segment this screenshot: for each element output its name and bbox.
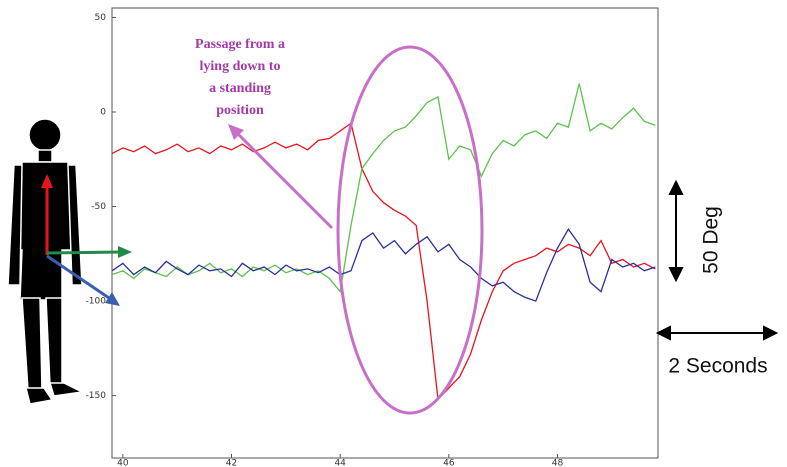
arrow-head — [228, 124, 244, 140]
x-tick-label: 44 — [334, 459, 346, 467]
y-tick-label: 50 — [95, 13, 107, 23]
y-tick-label: -100 — [86, 297, 107, 307]
x-tick-label: 42 — [226, 459, 237, 467]
x-tick-label: 40 — [117, 459, 129, 467]
annotation: Passage from a lying down to a standing pos… — [195, 37, 285, 118]
annotation-line: position — [216, 103, 264, 118]
scale-bars — [655, 179, 779, 341]
y-tick-label: -150 — [86, 391, 107, 401]
y-tick-label: 0 — [100, 107, 106, 117]
series-line — [111, 83, 656, 294]
annotation-line: a standing — [209, 81, 271, 96]
axes-arrows — [41, 174, 132, 306]
x-tick-label: 46 — [443, 459, 455, 467]
human-figure — [7, 118, 85, 405]
x-tick-label: 48 — [552, 459, 564, 467]
annotation-line: Passage from a — [195, 37, 285, 52]
annotation-line: lying down to — [200, 59, 281, 74]
annotation-arrow — [234, 130, 334, 230]
scale-x-label: 2 Seconds — [668, 355, 767, 378]
series-line — [111, 228, 656, 302]
scale-y-label: 50 Deg — [700, 206, 723, 274]
series-line — [111, 122, 656, 401]
plot-frame — [111, 7, 659, 459]
plot: 50 0 -50 -100 -150 40 42 44 46 48 — [86, 13, 656, 467]
y-tick-label: -50 — [91, 202, 106, 212]
highlight-ellipse — [336, 45, 484, 415]
